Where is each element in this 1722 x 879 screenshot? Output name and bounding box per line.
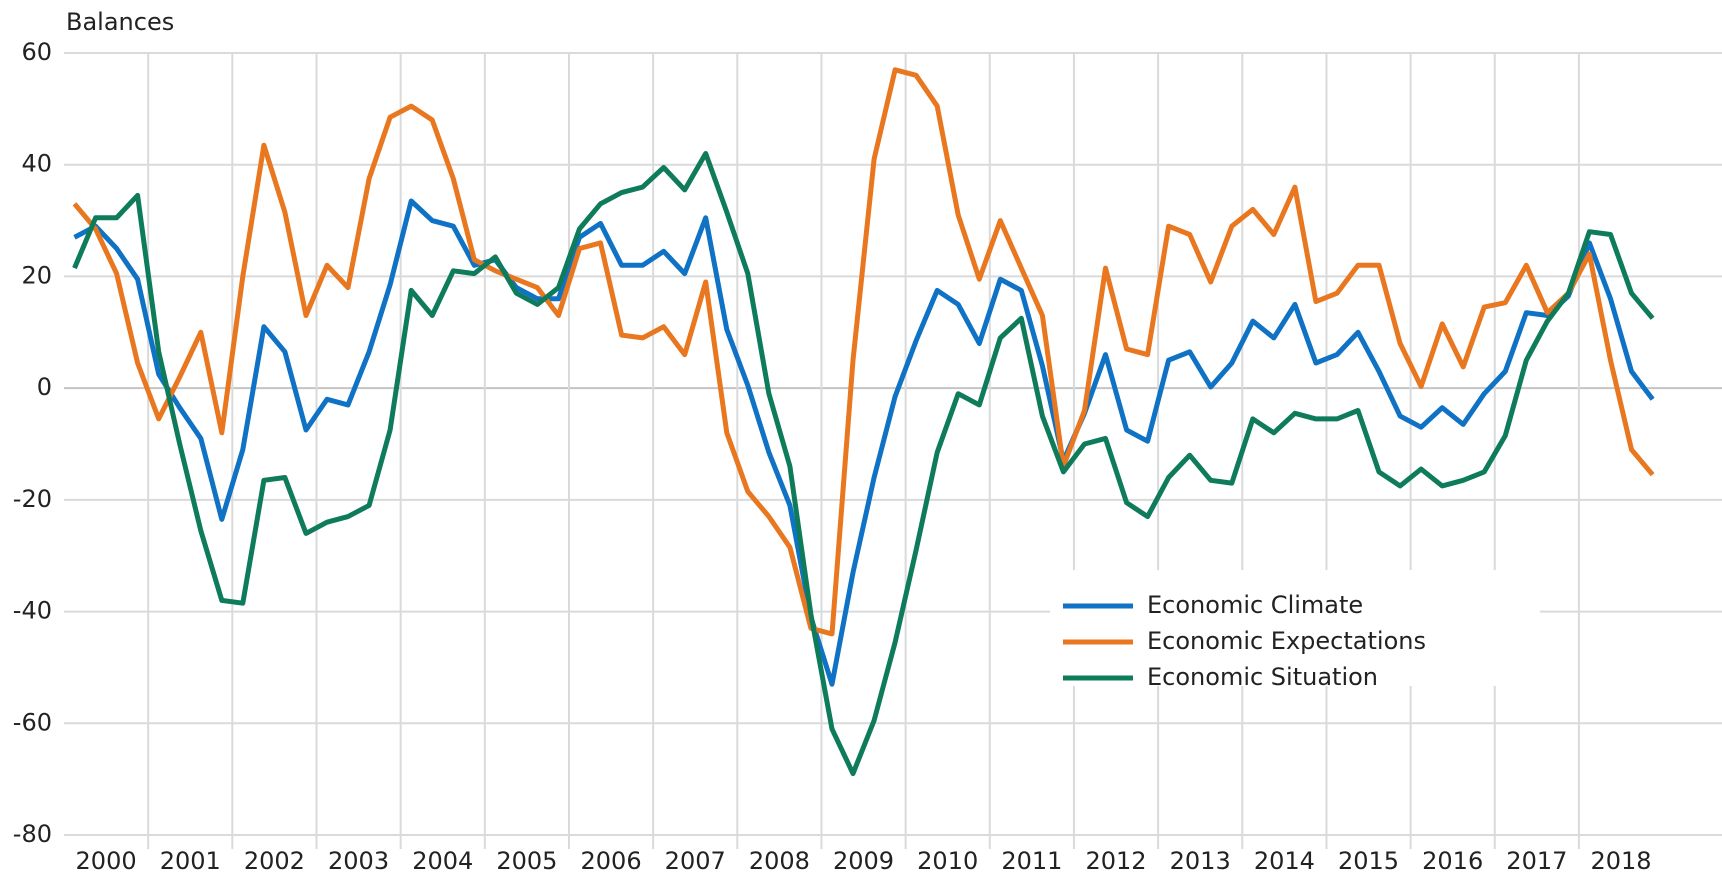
x-tick-label: 2018	[1590, 847, 1651, 875]
y-tick-label: -40	[13, 597, 52, 625]
legend-label: Economic Climate	[1147, 591, 1363, 619]
x-tick-label: 2007	[665, 847, 726, 875]
x-tick-label: 2011	[1001, 847, 1062, 875]
x-tick-label: 2002	[244, 847, 305, 875]
x-tick-label: 2003	[328, 847, 389, 875]
x-tick-label: 2001	[160, 847, 221, 875]
series-line	[73, 198, 1655, 687]
legend-label: Economic Situation	[1147, 663, 1378, 691]
legend-label: Economic Expectations	[1147, 627, 1426, 655]
x-tick-label: 2008	[749, 847, 810, 875]
x-tick-label: 2005	[496, 847, 557, 875]
y-tick-label: 0	[37, 373, 52, 401]
x-tick-label: 2010	[917, 847, 978, 875]
y-tick-label: 20	[21, 261, 52, 289]
x-tick-label: 2015	[1338, 847, 1399, 875]
legend: Economic Climate Economic Expectations Eco…	[1050, 570, 1540, 691]
y-tick-label: -20	[13, 485, 52, 513]
x-tick-label: 2004	[412, 847, 473, 875]
y-tick-label: 60	[21, 38, 52, 66]
series-line	[72, 151, 1655, 777]
y-axis-label: Balances	[66, 8, 174, 36]
x-tick-label: 2013	[1170, 847, 1231, 875]
y-tick-label: -60	[13, 708, 52, 736]
y-tick-label: -80	[13, 820, 52, 848]
x-tick-label: 2014	[1254, 847, 1315, 875]
x-tick-label: 2012	[1085, 847, 1146, 875]
series-line	[72, 67, 1655, 637]
y-tick-label: 40	[21, 150, 52, 178]
x-tick-label: 2016	[1422, 847, 1483, 875]
x-tick-label: 2017	[1506, 847, 1567, 875]
x-tick-label: 2000	[76, 847, 137, 875]
x-tick-label: 2009	[833, 847, 894, 875]
x-tick-label: 2006	[581, 847, 642, 875]
legend-background	[1050, 570, 1540, 686]
